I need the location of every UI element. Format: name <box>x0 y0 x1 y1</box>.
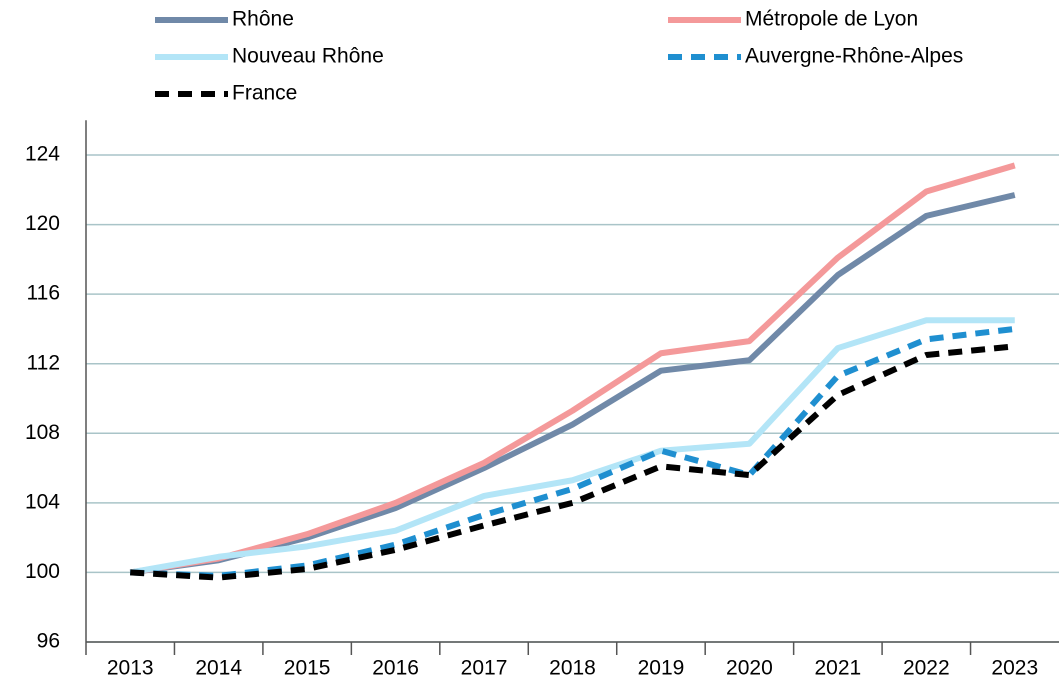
x-tick-label: 2021 <box>815 657 862 680</box>
x-tick-label: 2017 <box>461 657 508 680</box>
x-tick-label: 2015 <box>284 657 331 680</box>
x-tick-label: 2014 <box>195 657 242 680</box>
y-tick-label: 112 <box>27 351 60 374</box>
legend-label: Auvergne-Rhône-Alpes <box>745 45 963 68</box>
y-tick-label: 104 <box>25 490 60 513</box>
y-tick-label: 96 <box>37 630 60 653</box>
legend-label: Métropole de Lyon <box>745 8 918 31</box>
legend-label: France <box>232 82 297 105</box>
series-line <box>129 317 1015 576</box>
x-tick-label: 2016 <box>372 657 419 680</box>
x-tick-label: 2022 <box>903 657 950 680</box>
x-tick-label: 2018 <box>549 657 596 680</box>
y-tick-label: 116 <box>27 282 60 305</box>
legend-label: Nouveau Rhône <box>232 45 384 68</box>
y-tick-label: 120 <box>25 212 60 235</box>
x-tick-label: 2020 <box>726 657 773 680</box>
y-tick-label: 124 <box>25 143 60 166</box>
y-tick-label: 108 <box>25 421 60 444</box>
x-tick-label: 2023 <box>991 657 1038 680</box>
x-tick-label: 2019 <box>638 657 685 680</box>
series-line <box>130 343 1016 581</box>
series-line <box>130 325 1016 579</box>
legend-label: Rhône <box>232 8 294 31</box>
x-tick-label: 2013 <box>107 657 154 680</box>
series-line <box>129 192 1016 576</box>
y-tick-label: 100 <box>25 560 60 583</box>
series-line <box>129 162 1016 576</box>
